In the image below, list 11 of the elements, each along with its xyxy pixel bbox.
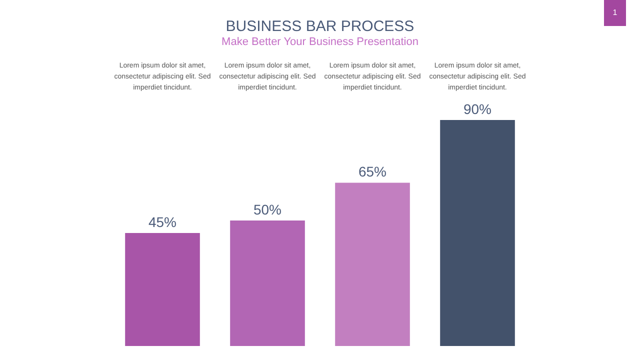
bar [125, 233, 200, 346]
bar [230, 220, 305, 346]
text: 1 [604, 0, 626, 26]
data-label: 50% [253, 201, 282, 218]
data-label: 90% [463, 100, 492, 117]
data-label: 65% [358, 164, 387, 180]
bar [440, 120, 515, 346]
data-label: 45% [148, 214, 177, 230]
chart-subtitle: Make Better Your Business Presentation [220, 36, 420, 48]
chart-title: BUSINESS BAR PROCESS [224, 18, 416, 35]
bar [335, 182, 410, 346]
